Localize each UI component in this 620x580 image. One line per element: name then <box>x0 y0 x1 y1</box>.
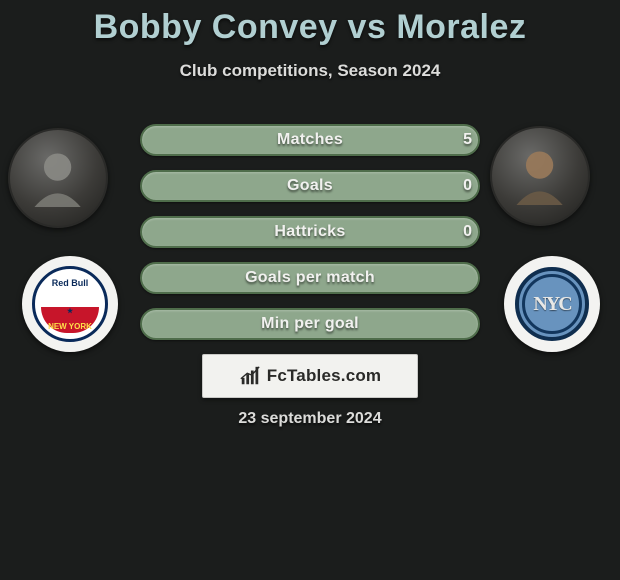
stat-right-value <box>424 310 472 338</box>
club-right-badge: NYC <box>504 256 600 352</box>
club-left-badge: Red Bull ★ NEW YORK <box>22 256 118 352</box>
person-icon <box>506 142 573 209</box>
player-left-avatar <box>8 128 108 228</box>
player-right-avatar <box>490 126 590 226</box>
source-card: FcTables.com <box>202 354 418 398</box>
stat-right-value: 0 <box>424 218 472 246</box>
stats-list: Matches 5 Goals 0 Hattricks 0 Goals per … <box>140 124 480 340</box>
subtitle: Club competitions, Season 2024 <box>0 61 620 81</box>
source-label: FcTables.com <box>267 366 382 386</box>
stat-right-value <box>424 264 472 292</box>
stat-row: Matches 5 <box>140 124 480 156</box>
stat-row: Min per goal <box>140 308 480 340</box>
stat-right-value: 0 <box>424 172 472 200</box>
barchart-icon <box>239 365 261 387</box>
page-title: Bobby Convey vs Moralez <box>0 8 620 47</box>
redbulls-crest-icon: Red Bull ★ NEW YORK <box>32 266 108 342</box>
stat-row: Hattricks 0 <box>140 216 480 248</box>
person-icon <box>24 144 91 211</box>
comparison-card: Bobby Convey vs Moralez Club competition… <box>0 0 620 580</box>
date-text: 23 september 2024 <box>0 410 620 428</box>
stat-right-value: 5 <box>424 126 472 154</box>
stat-row: Goals per match <box>140 262 480 294</box>
nycfc-crest-icon: NYC <box>515 267 589 341</box>
stat-row: Goals 0 <box>140 170 480 202</box>
